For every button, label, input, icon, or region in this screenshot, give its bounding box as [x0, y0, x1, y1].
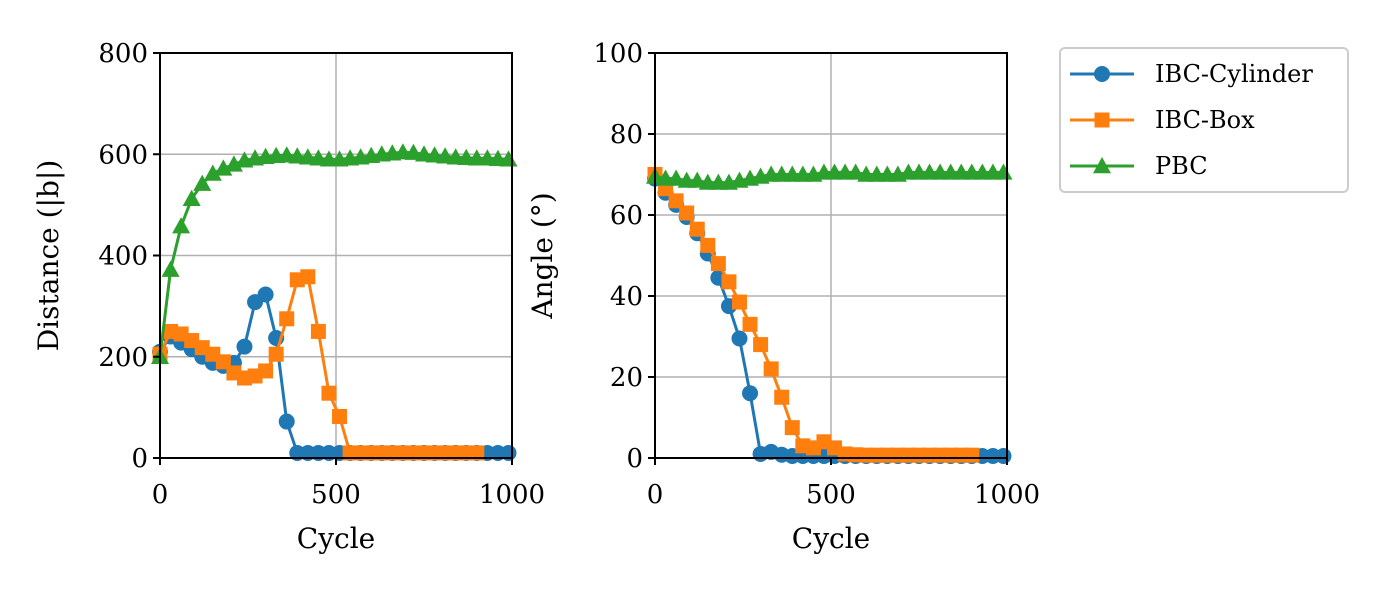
data-point-ibc-box [469, 445, 485, 461]
data-point-ibc-box [721, 274, 737, 290]
data-point-ibc-box [258, 363, 274, 379]
y-axis-label: Angle (°) [526, 192, 559, 319]
data-point-ibc-box [332, 408, 348, 424]
data-point-ibc-box [310, 323, 326, 339]
y-tick-label: 100 [593, 39, 643, 69]
data-point-ibc-box [710, 256, 726, 272]
data-point-ibc-box [964, 447, 980, 463]
data-point-pbc [688, 171, 707, 188]
y-tick-label: 400 [98, 242, 148, 272]
x-tick-label: 0 [647, 480, 664, 510]
series-line-ibc-cylinder [158, 292, 509, 455]
x-tick-label: 0 [152, 480, 169, 510]
angle-chart: 0 500 1000 0 20 40 60 80 100 Cycle Angle (°) [526, 39, 1040, 555]
data-point-ibc-cylinder [278, 413, 295, 430]
x-tick-label: 1000 [479, 480, 545, 510]
x-axis-label: Cycle [792, 522, 870, 555]
legend-box [1059, 47, 1349, 193]
data-point-ibc-box [784, 420, 800, 436]
y-tick-label: 800 [98, 39, 148, 69]
x-tick-label: 500 [311, 480, 361, 510]
data-point-pbc [846, 163, 865, 180]
x-tick-label: 1000 [974, 480, 1040, 510]
legend: IBC-Cylinder IBC-Box PBC [1059, 47, 1349, 193]
y-tick-label: 20 [610, 363, 643, 393]
data-point-ibc-box [753, 337, 769, 353]
data-point-ibc-box [689, 221, 705, 237]
series-line-pbc [654, 170, 1004, 185]
y-tick-label: 600 [98, 140, 148, 170]
y-tick-label: 0 [626, 444, 643, 474]
data-point-ibc-cylinder [257, 286, 274, 303]
data-point-ibc-cylinder [731, 330, 748, 347]
data-point-pbc [161, 260, 180, 277]
data-point-ibc-box [679, 205, 695, 221]
data-point-pbc [203, 164, 222, 181]
legend-label: IBC-Cylinder [1155, 60, 1313, 88]
legend-marker-pbc [1093, 157, 1111, 174]
data-point-pbc [182, 189, 201, 206]
data-point-pbc [172, 217, 191, 234]
data-point-ibc-box [268, 346, 284, 362]
data-point-pbc [404, 143, 423, 160]
x-axis-label: Cycle [297, 522, 375, 555]
data-point-ibc-box [700, 237, 716, 253]
data-point-ibc-box [300, 269, 316, 285]
data-point-ibc-box [279, 311, 295, 327]
series-line-pbc [158, 150, 509, 357]
data-point-pbc [193, 174, 212, 191]
data-point-ibc-box [321, 385, 337, 401]
series-line-ibc-box [653, 173, 972, 457]
data-point-ibc-cylinder [995, 447, 1012, 464]
data-point-ibc-box [731, 294, 747, 310]
data-point-ibc-cylinder [742, 385, 759, 402]
legend-label: IBC-Box [1155, 106, 1255, 134]
data-point-ibc-cylinder [236, 338, 253, 355]
x-tick-label: 500 [806, 480, 856, 510]
y-tick-label: 200 [98, 343, 148, 373]
legend-marker-ibc-cylinder [1094, 66, 1110, 82]
data-point-pbc [667, 169, 686, 186]
data-point-ibc-box [774, 389, 790, 405]
data-point-ibc-box [742, 316, 758, 332]
data-point-ibc-box [668, 193, 684, 209]
y-tick-label: 80 [610, 120, 643, 150]
series-line-ibc-cylinder [653, 177, 1004, 458]
y-tick-label: 0 [131, 444, 148, 474]
y-tick-label: 40 [610, 282, 643, 312]
distance-chart: 0 500 1000 0 200 400 600 800 Cycle Distance (|b|) [32, 39, 545, 555]
y-axis-label: Distance (|b|) [32, 160, 65, 352]
legend-marker-ibc-box [1094, 112, 1110, 128]
legend-label: PBC [1155, 152, 1208, 180]
data-point-ibc-box [763, 361, 779, 377]
y-tick-label: 60 [610, 201, 643, 231]
